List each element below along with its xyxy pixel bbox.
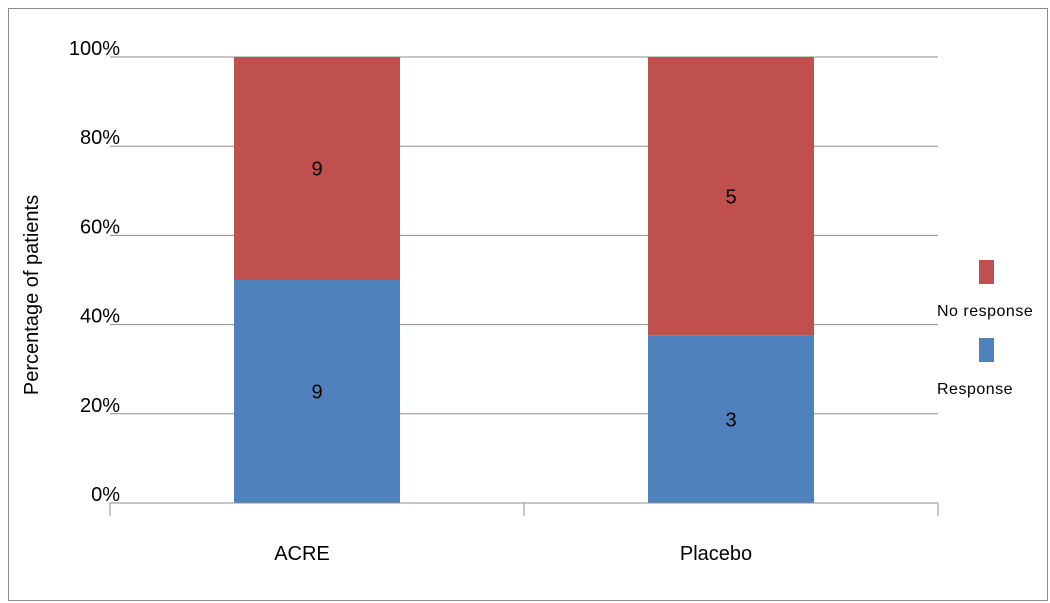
data-label: 3	[725, 409, 736, 431]
data-label: 9	[311, 159, 322, 181]
y-axis-title: Percentage of patients	[21, 195, 43, 395]
chart-frame	[8, 8, 1048, 601]
bar-segment	[648, 335, 814, 503]
bars	[234, 57, 814, 503]
legend-label: Response	[937, 381, 1013, 398]
x-axis: ACRE Placebo	[109, 502, 939, 565]
legend-swatch	[979, 260, 994, 284]
y-tick-label: 60%	[80, 216, 120, 238]
y-tick-label: 40%	[80, 306, 120, 328]
y-tick-label: 100%	[69, 38, 120, 60]
x-category-label: ACRE	[274, 543, 330, 565]
bar-segment	[234, 57, 400, 280]
legend: No response Response	[937, 260, 1033, 398]
data-label: 9	[311, 382, 322, 404]
legend-label: No response	[937, 303, 1033, 320]
y-tick-labels: 0% 20% 40% 60% 80% 100%	[69, 38, 120, 506]
y-tick-label: 0%	[91, 484, 120, 506]
data-labels: 9 9 3 5	[311, 159, 736, 432]
y-tick-label: 80%	[80, 127, 120, 149]
bar-segment	[234, 280, 400, 503]
data-label: 5	[725, 186, 736, 208]
bar-segment	[648, 57, 814, 336]
y-tick-label: 20%	[80, 395, 120, 417]
x-category-label: Placebo	[680, 543, 752, 565]
legend-swatch	[979, 338, 994, 362]
